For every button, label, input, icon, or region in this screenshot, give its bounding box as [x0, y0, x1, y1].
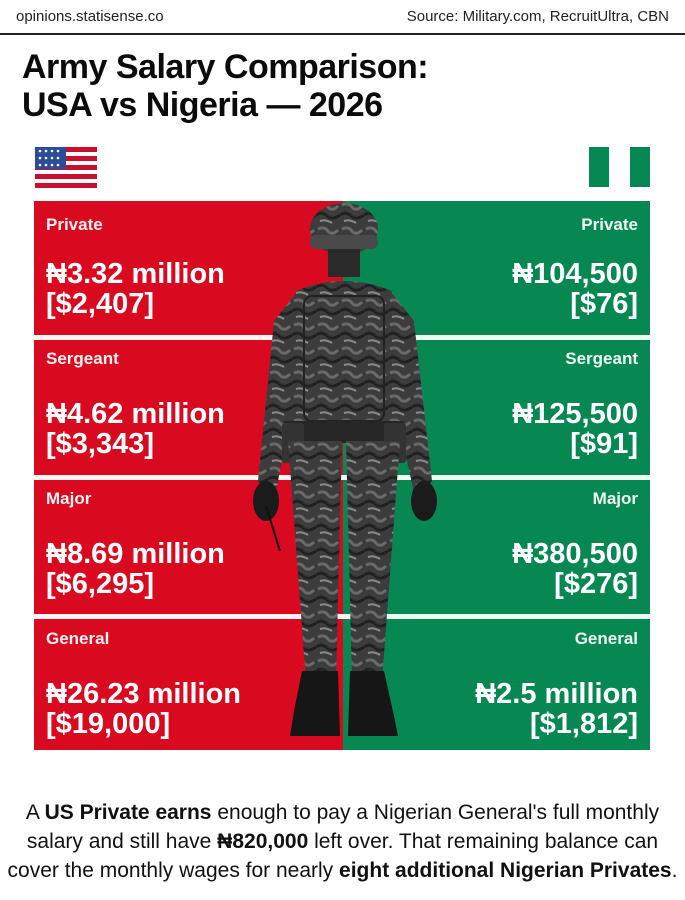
usd-amount: [$2,407] [46, 288, 155, 320]
highlight-us-private: US Private earns [44, 801, 212, 824]
naira-amount: ₦104,500 [512, 258, 638, 290]
nigeria-major-cell: Major ₦380,500 [$276] [512, 489, 638, 599]
usa-private-cell: Private ₦3.32 million [$2,407] [46, 215, 225, 319]
row-divider [34, 614, 650, 619]
summary-caption: A US Private earns enough to pay a Niger… [7, 801, 678, 882]
usd-amount: [$1,812] [529, 708, 638, 740]
rank-label: General [574, 629, 638, 648]
site-name: opinions.statisense.co [16, 8, 164, 25]
rank-label: General [46, 629, 110, 648]
row-divider [34, 475, 650, 480]
usd-amount: [$276] [554, 568, 638, 600]
rank-label: Sergeant [46, 349, 119, 368]
rank-label: Major [46, 489, 92, 508]
title-line-1: Army Salary Comparison: [22, 48, 429, 86]
usd-amount: [$91] [570, 428, 638, 460]
usd-amount: [$6,295] [46, 568, 155, 600]
title-line-2: USA vs Nigeria — 2026 [22, 86, 383, 124]
rank-label: Major [592, 489, 638, 508]
highlight-leftover-amount: ₦820,000 [217, 830, 309, 853]
nigeria-private-cell: Private ₦104,500 [$76] [512, 215, 638, 319]
usa-sergeant-cell: Sergeant ₦4.62 million [$3,343] [46, 349, 225, 459]
naira-amount: ₦8.69 million [46, 538, 225, 570]
naira-amount: ₦125,500 [512, 398, 638, 430]
usd-amount: [$3,343] [46, 428, 155, 460]
rank-label: Private [46, 215, 103, 234]
us-flag-icon [35, 147, 97, 188]
usd-amount: [$19,000] [46, 708, 171, 740]
naira-amount: ₦2.5 million [475, 678, 638, 710]
soldier-image [253, 203, 437, 736]
nigeria-flag-icon [589, 147, 650, 187]
usd-amount: [$76] [570, 288, 638, 320]
source-credit: Source: Military.com, RecruitUltra, CBN [406, 8, 669, 25]
usa-major-cell: Major ₦8.69 million [$6,295] [46, 489, 225, 599]
nigeria-sergeant-cell: Sergeant ₦125,500 [$91] [512, 349, 638, 459]
rank-label: Sergeant [565, 349, 638, 368]
naira-amount: ₦380,500 [512, 538, 638, 570]
naira-amount: ₦3.32 million [46, 258, 225, 290]
usa-general-cell: General ₦26.23 million [$19,000] [46, 629, 241, 739]
naira-amount: ₦4.62 million [46, 398, 225, 430]
page-title: Army Salary Comparison: USA vs Nigeria —… [22, 48, 429, 124]
nigeria-general-cell: General ₦2.5 million [$1,812] [475, 629, 638, 739]
salary-comparison-board: Private ₦3.32 million [$2,407] Sergeant … [34, 201, 650, 750]
top-bar: opinions.statisense.co Source: Military.… [0, 0, 685, 35]
highlight-eight-privates: eight additional Nigerian Privates [339, 859, 672, 882]
rank-label: Private [581, 215, 638, 234]
naira-amount: ₦26.23 million [46, 678, 242, 710]
